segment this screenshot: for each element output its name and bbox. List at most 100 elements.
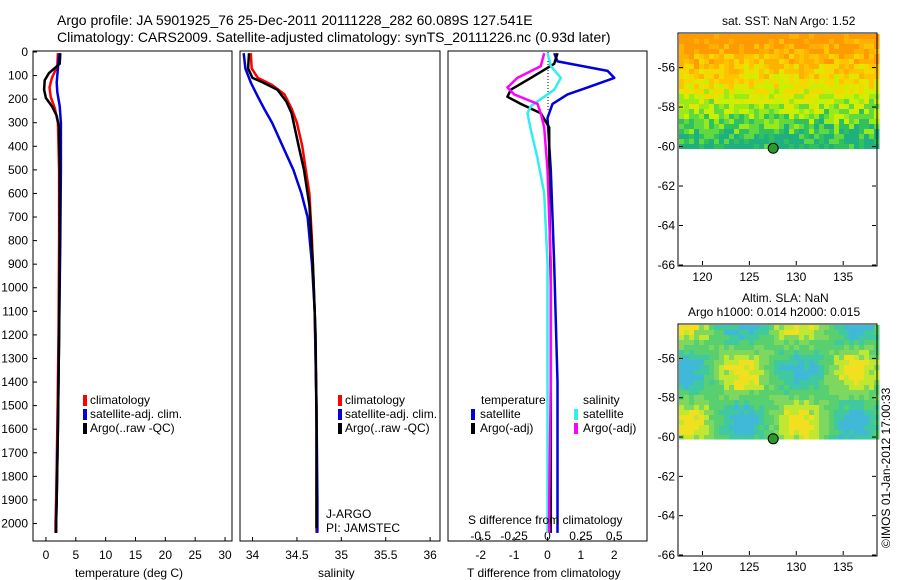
legend-label: Argo(-adj) — [480, 421, 533, 435]
s-difference-label: S difference from climatology — [468, 513, 623, 527]
lon-tick-label: 135 — [833, 270, 853, 284]
lat-tick-label: -60 — [658, 430, 676, 444]
depth-tick-label: 1200 — [1, 328, 28, 342]
depth-tick-label: 100 — [8, 69, 28, 83]
legend-swatch — [338, 409, 342, 420]
lat-tick-label: -56 — [658, 61, 676, 75]
depth-tick-label: 2000 — [1, 516, 28, 530]
difference-panel: -2 -1 0 1 2 -0.5 -0.25 0 0.25 0.5 S difference f… — [447, 50, 648, 580]
profile-line — [242, 53, 319, 533]
imos-credit: ©IMOS 01-Jan-2012 17:00:33 — [879, 387, 893, 548]
sla-title-line2: Argo h1000: 0.014 h2000: 0.015 — [688, 305, 860, 319]
lon-tick-label: 125 — [739, 560, 759, 574]
legend-swatch — [338, 395, 342, 406]
legend-swatch — [83, 409, 87, 420]
x-tick-label: -2 — [475, 548, 486, 562]
depth-tick-label: 600 — [8, 186, 28, 200]
salinity-xlabel: salinity — [318, 566, 355, 580]
x-tick-label: 0 — [544, 548, 551, 562]
t-difference-xlabel: T difference from climatology — [467, 566, 621, 580]
figure-title-line1: Argo profile: JA 5901925_76 25-Dec-2011 … — [57, 12, 533, 28]
jargo-annotation: J-ARGO — [326, 507, 371, 521]
lat-tick-label: -60 — [658, 140, 676, 154]
x-tick-label: 25 — [189, 548, 203, 562]
depth-tick-label: 400 — [8, 139, 28, 153]
depth-tick-label: 1900 — [1, 493, 28, 507]
x-tick-label: 15 — [129, 548, 143, 562]
depth-tick-label: 800 — [8, 234, 28, 248]
legend-swatch — [471, 423, 475, 434]
sst-title: sat. SST: NaN Argo: 1.52 — [722, 14, 856, 28]
legend-label: satellite — [583, 407, 624, 421]
lat-tick-label: -58 — [658, 100, 676, 114]
lat-tick-label: -66 — [658, 548, 676, 562]
legend-swatch — [471, 409, 475, 420]
profile-line — [249, 53, 318, 533]
legend-swatch — [338, 423, 342, 434]
x-tick-label: 30 — [218, 548, 232, 562]
depth-tick-label: 1100 — [2, 304, 28, 318]
depth-tick-label: 0 — [21, 45, 28, 59]
lat-tick-label: -64 — [658, 219, 676, 233]
depth-tick-label: 700 — [8, 210, 28, 224]
s-tick-label: 0 — [544, 529, 551, 543]
lat-tick-label: -56 — [658, 351, 676, 365]
s-tick-label: -0.5 — [470, 529, 491, 543]
t-difference-x-axis: -2 -1 0 1 2 — [475, 537, 618, 562]
profile-line — [506, 52, 553, 533]
lat-tick-label: -62 — [658, 179, 676, 193]
salinity-panel: 34 34.5 35 35.5 36 salinity climatologysatel… — [239, 50, 441, 580]
legend-swatch — [83, 395, 87, 406]
x-tick-label: 20 — [159, 548, 173, 562]
lat-tick-label: -64 — [658, 509, 676, 523]
depth-tick-label: 1400 — [1, 375, 28, 389]
legend-swatch — [574, 409, 578, 420]
lon-tick-label: 135 — [833, 560, 853, 574]
pi-annotation: PI: JAMSTEC — [326, 521, 400, 535]
temperature-xlabel: temperature (deg C) — [75, 566, 183, 580]
x-tick-label: 35.5 — [374, 548, 398, 562]
x-tick-label: 5 — [72, 548, 79, 562]
x-tick-label: 36 — [423, 548, 437, 562]
lon-tick-label: 120 — [692, 270, 712, 284]
depth-tick-label: 1700 — [1, 446, 28, 460]
depth-tick-label: 1800 — [1, 469, 28, 483]
lon-tick-label: 130 — [786, 270, 806, 284]
lat-tick-label: -66 — [658, 258, 676, 272]
legend-title-salinity: salinity — [583, 393, 620, 407]
legend-label: satellite-adj. clim. — [90, 407, 182, 421]
profile-line — [526, 52, 563, 533]
profile-line — [546, 52, 616, 533]
x-tick-label: 2 — [611, 548, 618, 562]
legend-label: Argo(-adj) — [583, 421, 636, 435]
legend-label: Argo(..raw -QC) — [345, 421, 430, 435]
legend-label: satellite-adj. clim. — [345, 407, 437, 421]
salinity-x-axis: 34 34.5 35 35.5 36 — [246, 537, 437, 562]
legend-label: climatology — [90, 393, 150, 407]
profile-line — [42, 53, 62, 533]
lat-tick-label: -58 — [658, 391, 676, 405]
depth-tick-label: 1500 — [1, 399, 28, 413]
lon-tick-label: 125 — [739, 270, 759, 284]
s-tick-label: 0.5 — [606, 529, 623, 543]
sla-title-line1: Altim. SLA: NaN — [742, 291, 829, 305]
lat-tick-label: -62 — [658, 469, 676, 483]
x-tick-label: 34.5 — [285, 548, 309, 562]
depth-axis: 0 100 200 300 400 500 600 700 800 900 1000 1100 1200… — [1, 45, 37, 530]
profile-line — [246, 53, 318, 529]
s-tick-label: -0.25 — [500, 529, 528, 543]
sst-map-panel: sat. SST: NaN Argo: 1.52 -56 -58 -60 -62 -64… — [658, 14, 880, 284]
sla-map-panel: Altim. SLA: NaN Argo h1000: 0.014 h2000:… — [658, 291, 880, 574]
difference-legend: temperature salinitysatelliteArgo(-adj)sa… — [471, 393, 636, 435]
temperature-panel: 0100200300400500600700800900100011001200… — [1, 45, 233, 580]
depth-tick-label: 1300 — [1, 351, 28, 365]
x-tick-label: 34 — [246, 548, 260, 562]
legend-label: climatology — [345, 393, 405, 407]
x-tick-label: -1 — [509, 548, 520, 562]
x-tick-label: 35 — [335, 548, 349, 562]
legend-label: satellite — [480, 407, 521, 421]
depth-tick-label: 1000 — [1, 281, 28, 295]
